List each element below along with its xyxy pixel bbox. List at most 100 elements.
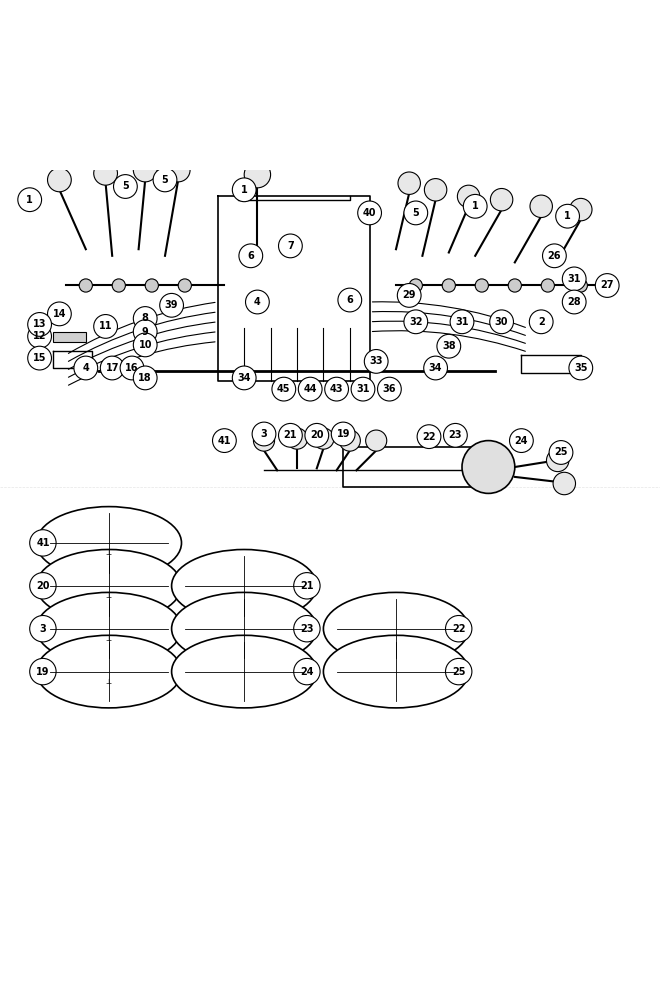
Text: 3: 3 <box>261 429 267 439</box>
Text: 24: 24 <box>300 667 314 677</box>
Text: 5: 5 <box>122 181 129 191</box>
Text: 5: 5 <box>412 208 419 218</box>
Circle shape <box>48 302 71 326</box>
Circle shape <box>232 178 256 202</box>
Text: 34: 34 <box>429 363 442 373</box>
Text: 38: 38 <box>442 341 455 351</box>
Circle shape <box>397 284 421 307</box>
Text: 14: 14 <box>53 309 66 319</box>
Circle shape <box>549 441 573 464</box>
Ellipse shape <box>172 635 317 708</box>
Circle shape <box>446 658 472 685</box>
Text: 24: 24 <box>515 436 528 446</box>
Text: 10: 10 <box>139 340 152 350</box>
Text: 41: 41 <box>218 436 231 446</box>
Text: 21: 21 <box>284 430 297 440</box>
Circle shape <box>570 198 592 221</box>
Circle shape <box>530 195 552 218</box>
Circle shape <box>244 161 271 188</box>
Text: 25: 25 <box>452 667 465 677</box>
Text: 1: 1 <box>241 185 248 195</box>
Text: 15: 15 <box>33 353 46 363</box>
Text: 1: 1 <box>564 211 571 221</box>
Circle shape <box>366 430 387 451</box>
Circle shape <box>74 356 98 380</box>
Circle shape <box>133 320 157 344</box>
Circle shape <box>424 179 447 201</box>
Circle shape <box>409 279 422 292</box>
Text: 18: 18 <box>139 373 152 383</box>
Circle shape <box>462 441 515 493</box>
Text: 26: 26 <box>548 251 561 261</box>
Circle shape <box>553 472 576 495</box>
Circle shape <box>246 290 269 314</box>
Text: 7: 7 <box>287 241 294 251</box>
Text: 21: 21 <box>300 581 314 591</box>
Circle shape <box>279 234 302 258</box>
Circle shape <box>556 204 579 228</box>
Text: 31: 31 <box>568 274 581 284</box>
Text: 33: 33 <box>370 356 383 366</box>
Circle shape <box>48 168 71 192</box>
Circle shape <box>294 658 320 685</box>
Circle shape <box>145 279 158 292</box>
Text: 8: 8 <box>142 313 148 323</box>
Circle shape <box>133 333 157 357</box>
Circle shape <box>79 279 92 292</box>
Text: 44: 44 <box>304 384 317 394</box>
Circle shape <box>364 350 388 373</box>
Circle shape <box>457 185 480 208</box>
Circle shape <box>279 423 302 447</box>
Text: 4: 4 <box>254 297 261 307</box>
Circle shape <box>253 430 275 451</box>
Circle shape <box>100 356 124 380</box>
Text: 35: 35 <box>574 363 587 373</box>
Text: 31: 31 <box>455 317 469 327</box>
Text: 4: 4 <box>82 363 89 373</box>
Ellipse shape <box>172 549 317 622</box>
Circle shape <box>294 615 320 642</box>
Text: ⊥: ⊥ <box>106 550 112 556</box>
Text: 11: 11 <box>99 321 112 331</box>
Circle shape <box>351 377 375 401</box>
Circle shape <box>30 658 56 685</box>
Circle shape <box>133 366 157 390</box>
Text: 1: 1 <box>472 201 478 211</box>
Circle shape <box>404 201 428 225</box>
Text: 16: 16 <box>125 363 139 373</box>
Circle shape <box>160 293 183 317</box>
Ellipse shape <box>36 592 182 665</box>
Circle shape <box>475 279 488 292</box>
Text: 36: 36 <box>383 384 396 394</box>
Text: 1: 1 <box>26 195 33 205</box>
Circle shape <box>305 423 329 447</box>
Circle shape <box>463 194 487 218</box>
Text: 9: 9 <box>142 327 148 337</box>
Circle shape <box>595 274 619 297</box>
Text: ⊥: ⊥ <box>106 678 112 684</box>
Ellipse shape <box>172 592 317 665</box>
Text: 12: 12 <box>33 331 46 341</box>
Text: 13: 13 <box>33 319 46 329</box>
Text: 20: 20 <box>310 430 323 440</box>
Circle shape <box>417 425 441 449</box>
Text: 19: 19 <box>36 667 49 677</box>
Text: 43: 43 <box>330 384 343 394</box>
Text: 25: 25 <box>554 447 568 457</box>
Ellipse shape <box>36 549 182 622</box>
Text: 23: 23 <box>300 624 314 634</box>
Text: 34: 34 <box>238 373 251 383</box>
Circle shape <box>28 346 51 370</box>
Circle shape <box>94 315 117 338</box>
Circle shape <box>94 161 117 185</box>
Circle shape <box>398 172 420 194</box>
Circle shape <box>529 310 553 334</box>
Circle shape <box>338 288 362 312</box>
Text: 20: 20 <box>36 581 49 591</box>
Circle shape <box>508 279 521 292</box>
Circle shape <box>166 158 190 182</box>
Text: 39: 39 <box>165 300 178 310</box>
Circle shape <box>378 377 401 401</box>
Circle shape <box>331 422 355 446</box>
Circle shape <box>339 430 360 451</box>
